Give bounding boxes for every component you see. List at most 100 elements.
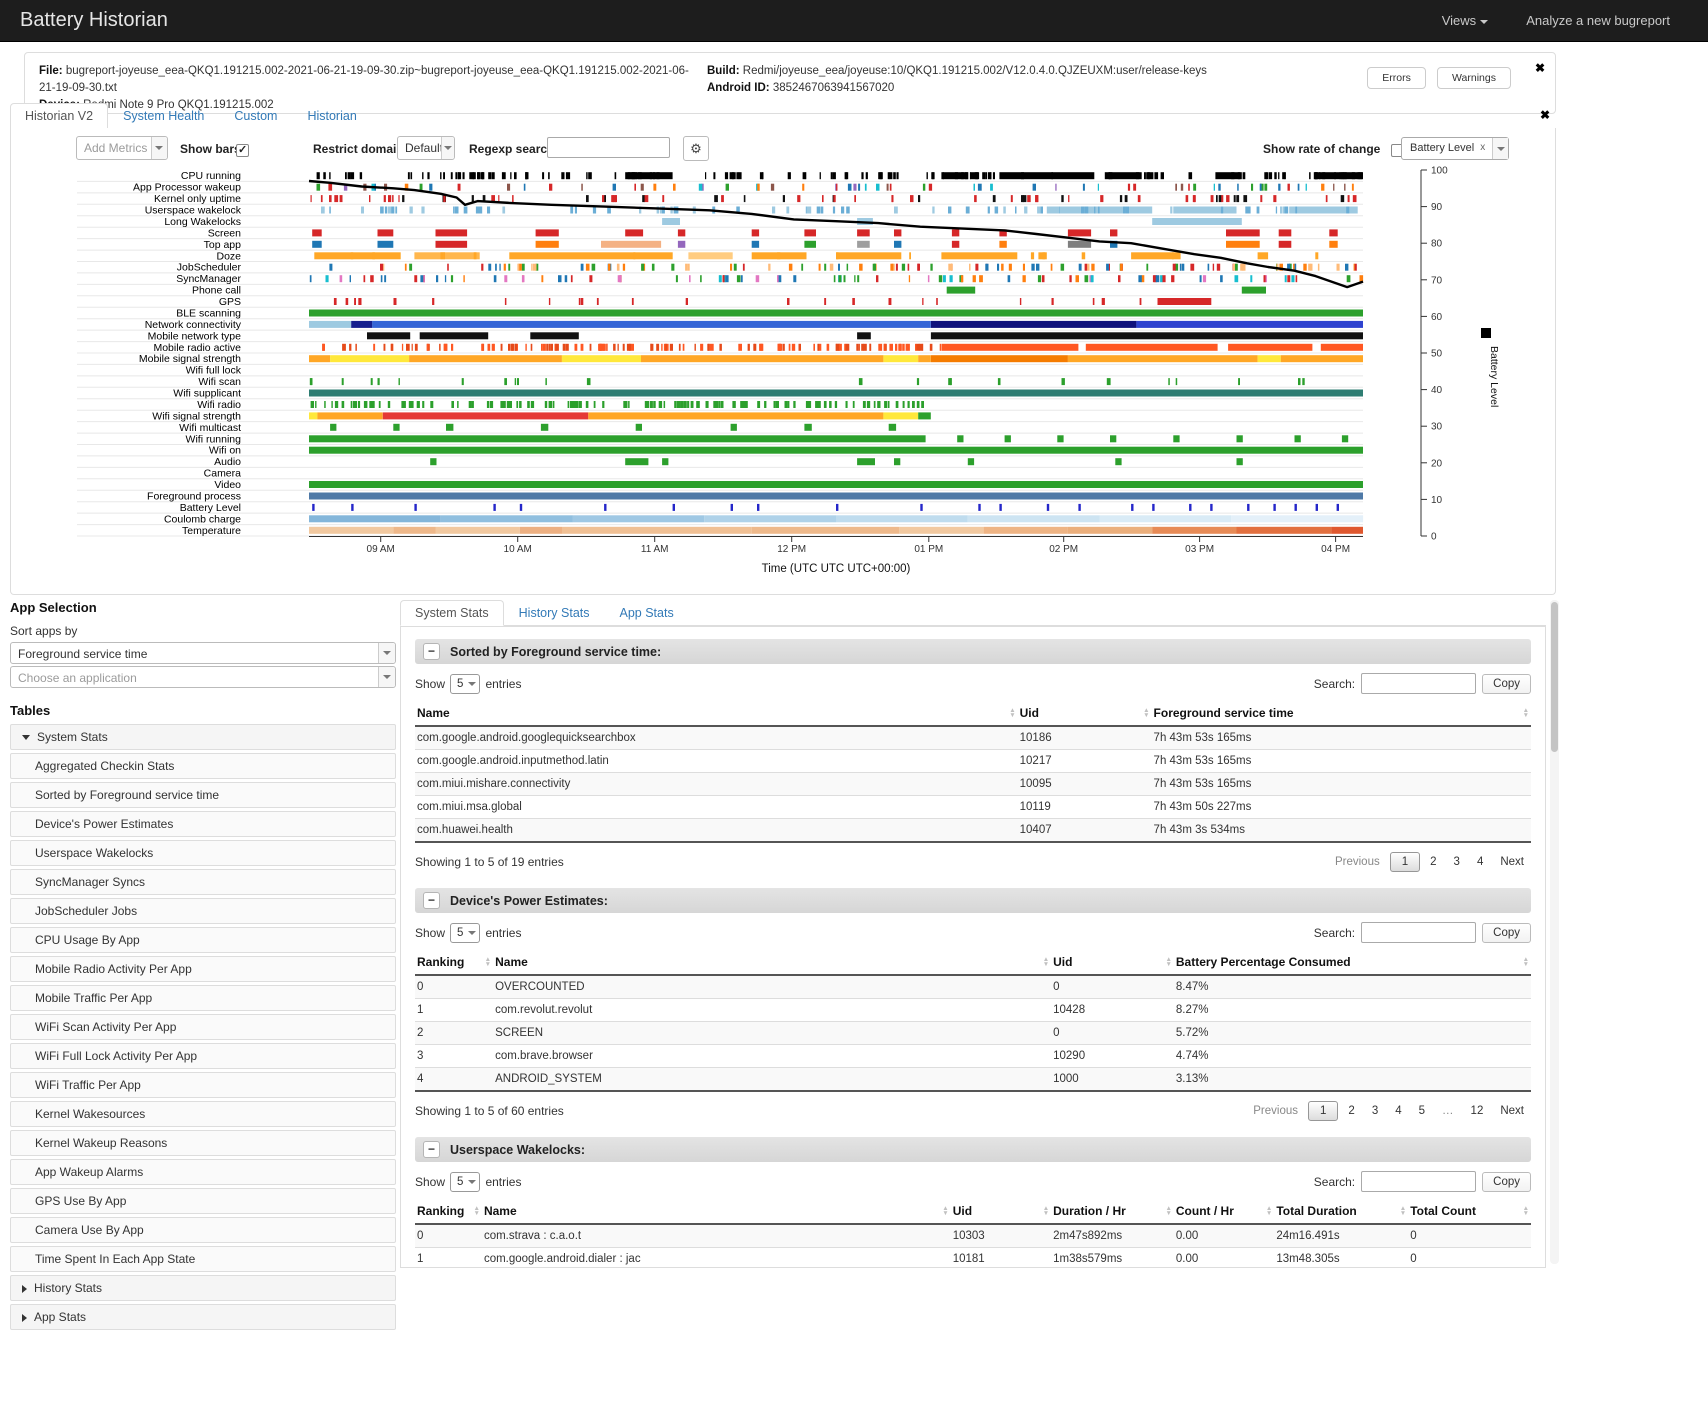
column-header-name[interactable]: Name ▲ ▼ bbox=[481, 1199, 951, 1225]
pagination-page-5[interactable]: 5 bbox=[1418, 1105, 1426, 1117]
close-icon[interactable]: ✖ bbox=[1534, 61, 1545, 75]
table-item-kernel-wakeup-reasons[interactable]: Kernel Wakeup Reasons bbox=[10, 1130, 396, 1156]
metric-filter-chip[interactable]: Battery Level x bbox=[1401, 137, 1510, 160]
metric-track-app-processor-wakeup[interactable] bbox=[316, 183, 1354, 191]
column-header-count-hr[interactable]: Count / Hr ▲ ▼ bbox=[1173, 1199, 1275, 1225]
metric-track-wifi-on[interactable] bbox=[309, 446, 1363, 454]
entries-select[interactable]: 5 bbox=[450, 1171, 481, 1192]
copy-button[interactable]: Copy bbox=[1482, 1171, 1531, 1192]
remove-metric-icon[interactable]: x bbox=[1480, 142, 1486, 153]
column-header-name[interactable]: Name ▲ ▼ bbox=[493, 950, 1052, 976]
stats-scrollbar[interactable] bbox=[1550, 600, 1559, 1264]
tab-history-stats[interactable]: History Stats bbox=[518, 606, 590, 620]
views-menu[interactable]: Views bbox=[1442, 13, 1489, 28]
metric-track-coulomb-charge[interactable] bbox=[309, 515, 1364, 523]
table-item-mobile-radio-activity-per-app[interactable]: Mobile Radio Activity Per App bbox=[10, 956, 396, 982]
scrollbar-thumb[interactable] bbox=[1551, 602, 1558, 752]
metric-track-syncmanager[interactable] bbox=[309, 275, 1364, 283]
tables-group-history-stats[interactable]: History Stats bbox=[10, 1275, 396, 1301]
table-item-wifi-traffic-per-app[interactable]: WiFi Traffic Per App bbox=[10, 1072, 396, 1098]
search-input[interactable] bbox=[1361, 922, 1477, 943]
analyze-new-bugreport-link[interactable]: Analyze a new bugreport bbox=[1526, 13, 1670, 28]
errors-button[interactable]: Errors bbox=[1367, 67, 1426, 89]
metric-track-gps[interactable] bbox=[333, 298, 1212, 305]
table-item-jobscheduler-jobs[interactable]: JobScheduler Jobs bbox=[10, 898, 396, 924]
sort-apps-select[interactable]: Foreground service time bbox=[10, 642, 396, 664]
metric-track-wifi-radio[interactable] bbox=[310, 401, 924, 408]
metric-track-long-wakelocks[interactable] bbox=[662, 218, 1242, 225]
pagination-page-1[interactable]: 1 bbox=[1308, 1101, 1339, 1121]
table-item-camera-use-by-app[interactable]: Camera Use By App bbox=[10, 1217, 396, 1243]
tables-group-system-stats[interactable]: System Stats bbox=[10, 724, 396, 750]
table-item-time-spent-in-each-app-state[interactable]: Time Spent In Each App State bbox=[10, 1246, 396, 1272]
table-item-syncmanager-syncs[interactable]: SyncManager Syncs bbox=[10, 869, 396, 895]
metric-track-wifi-signal-strength[interactable] bbox=[309, 412, 931, 420]
column-header-total-count[interactable]: Total Count ▲ ▼ bbox=[1408, 1199, 1531, 1225]
metric-track-mobile-signal-strength[interactable] bbox=[309, 355, 1363, 363]
pagination-page-4[interactable]: 4 bbox=[1476, 856, 1484, 868]
collapse-button[interactable]: − bbox=[423, 1141, 440, 1158]
table-item-device-s-power-estimates[interactable]: Device's Power Estimates bbox=[10, 811, 396, 837]
tab-historian[interactable]: Historian bbox=[307, 109, 357, 123]
metric-track-userspace-wakelock[interactable] bbox=[321, 206, 1358, 214]
table-item-wifi-full-lock-activity-per-app[interactable]: WiFi Full Lock Activity Per App bbox=[10, 1043, 396, 1069]
gear-icon[interactable]: ⚙ bbox=[683, 136, 709, 161]
pagination-next[interactable]: Next bbox=[1500, 856, 1524, 868]
main-panel-close-icon[interactable]: ✖ bbox=[1539, 108, 1550, 122]
metric-track-temperature[interactable] bbox=[309, 526, 1363, 534]
metric-track-wifi-multicast[interactable] bbox=[330, 423, 897, 431]
entries-select[interactable]: 5 bbox=[450, 673, 481, 694]
table-item-gps-use-by-app[interactable]: GPS Use By App bbox=[10, 1188, 396, 1214]
search-input[interactable] bbox=[1361, 673, 1477, 694]
metric-track-screen[interactable] bbox=[312, 229, 1338, 237]
metric-track-network-connectivity[interactable] bbox=[309, 320, 1363, 328]
copy-button[interactable]: Copy bbox=[1482, 673, 1531, 694]
pagination-next[interactable]: Next bbox=[1500, 1105, 1524, 1117]
metric-track-phone-call[interactable] bbox=[946, 286, 1266, 294]
column-header-foreground-service-time[interactable]: Foreground service time ▲ ▼ bbox=[1151, 701, 1531, 727]
metric-track-kernel-only-uptime[interactable] bbox=[310, 195, 1357, 203]
tables-group-app-stats[interactable]: App Stats bbox=[10, 1304, 396, 1330]
pagination-page-3[interactable]: 3 bbox=[1371, 1105, 1379, 1117]
column-header-duration-hr[interactable]: Duration / Hr ▲ ▼ bbox=[1051, 1199, 1174, 1225]
metric-track-wifi-running[interactable] bbox=[309, 435, 1349, 443]
table-item-aggregated-checkin-stats[interactable]: Aggregated Checkin Stats bbox=[10, 753, 396, 779]
table-item-mobile-traffic-per-app[interactable]: Mobile Traffic Per App bbox=[10, 985, 396, 1011]
table-item-kernel-wakesources[interactable]: Kernel Wakesources bbox=[10, 1101, 396, 1127]
column-header-uid[interactable]: Uid ▲ ▼ bbox=[950, 1199, 1052, 1225]
pagination-previous[interactable]: Previous bbox=[1334, 856, 1380, 868]
tab-system-stats[interactable]: System Stats bbox=[400, 600, 504, 626]
entries-select[interactable]: 5 bbox=[450, 922, 481, 943]
search-input[interactable] bbox=[1361, 1171, 1477, 1192]
table-item-sorted-by-foreground-service-time[interactable]: Sorted by Foreground service time bbox=[10, 782, 396, 808]
metric-track-top-app[interactable] bbox=[312, 240, 1338, 248]
column-header-battery-percentage-consumed[interactable]: Battery Percentage Consumed ▲ ▼ bbox=[1173, 950, 1531, 976]
metric-track-audio[interactable] bbox=[430, 458, 1243, 466]
metric-track-video[interactable] bbox=[309, 481, 1363, 488]
table-item-cpu-usage-by-app[interactable]: CPU Usage By App bbox=[10, 927, 396, 953]
column-header-total-duration[interactable]: Total Duration ▲ ▼ bbox=[1274, 1199, 1409, 1225]
metric-track-doze[interactable] bbox=[314, 252, 1319, 260]
metric-track-battery-level[interactable] bbox=[312, 503, 1339, 511]
column-header-uid[interactable]: Uid ▲ ▼ bbox=[1017, 701, 1152, 727]
add-metrics-select[interactable]: Add Metrics bbox=[76, 136, 168, 160]
column-header-uid[interactable]: Uid ▲ ▼ bbox=[1051, 950, 1174, 976]
column-header-name[interactable]: Name ▲ ▼ bbox=[415, 701, 1018, 727]
restrict-domain-select[interactable]: Default bbox=[397, 136, 455, 160]
collapse-button[interactable]: − bbox=[423, 643, 440, 660]
table-item-app-wakeup-alarms[interactable]: App Wakeup Alarms bbox=[10, 1159, 396, 1185]
collapse-button[interactable]: − bbox=[423, 892, 440, 909]
metric-track-jobscheduler[interactable] bbox=[329, 263, 1357, 271]
pagination-page-4[interactable]: 4 bbox=[1395, 1105, 1402, 1117]
copy-button[interactable]: Copy bbox=[1482, 922, 1531, 943]
tab-app-stats[interactable]: App Stats bbox=[619, 606, 674, 620]
metric-track-wifi-scan[interactable] bbox=[309, 378, 1305, 386]
table-item-wifi-scan-activity-per-app[interactable]: WiFi Scan Activity Per App bbox=[10, 1014, 396, 1040]
metric-track-mobile-network-type[interactable] bbox=[367, 332, 1363, 340]
choose-application-select[interactable]: Choose an application bbox=[10, 666, 396, 688]
show-bars-checkbox[interactable] bbox=[236, 143, 249, 157]
metric-track-foreground-process[interactable] bbox=[309, 492, 1363, 500]
pagination-previous[interactable]: Previous bbox=[1253, 1105, 1299, 1117]
column-header-ranking[interactable]: Ranking ▲ ▼ bbox=[415, 1199, 482, 1225]
